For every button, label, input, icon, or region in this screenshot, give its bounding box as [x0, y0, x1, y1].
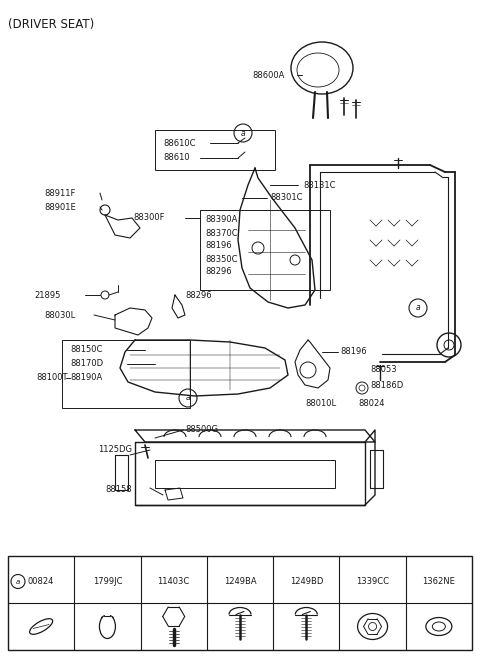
Bar — [155, 460, 335, 488]
Text: 88100T: 88100T — [36, 373, 68, 382]
Text: 88196: 88196 — [205, 241, 232, 251]
Text: 88024: 88024 — [358, 398, 384, 407]
Text: (DRIVER SEAT): (DRIVER SEAT) — [8, 18, 94, 31]
Text: 1799JC: 1799JC — [93, 577, 122, 586]
Text: 88370C: 88370C — [205, 228, 238, 237]
Text: 88911F: 88911F — [44, 188, 75, 197]
Text: 88500G: 88500G — [185, 426, 218, 434]
Text: 88600A: 88600A — [252, 70, 284, 79]
Text: 88010L: 88010L — [305, 398, 336, 407]
Text: 88196: 88196 — [340, 348, 367, 356]
Bar — [155, 130, 275, 170]
Bar — [62, 340, 190, 408]
Text: 88300F: 88300F — [133, 213, 165, 222]
Bar — [200, 210, 330, 290]
Text: 88301C: 88301C — [270, 194, 302, 203]
Text: 88350C: 88350C — [205, 255, 238, 264]
Text: 1362NE: 1362NE — [422, 577, 456, 586]
Text: 88296: 88296 — [205, 268, 232, 276]
Text: 88610C: 88610C — [163, 138, 195, 148]
Text: a: a — [240, 129, 245, 138]
Text: 88158: 88158 — [105, 485, 132, 495]
Text: 88610: 88610 — [163, 154, 190, 163]
Text: 88296: 88296 — [185, 291, 212, 300]
Text: a: a — [416, 304, 420, 312]
Text: 1125DG: 1125DG — [98, 445, 132, 455]
Text: 88150C: 88150C — [70, 346, 102, 354]
Text: 88901E: 88901E — [44, 203, 76, 211]
Text: 88186D: 88186D — [370, 380, 403, 390]
Text: 1249BD: 1249BD — [289, 577, 323, 586]
Bar — [8, 556, 472, 650]
Text: 88030L: 88030L — [44, 310, 75, 319]
Text: 00824: 00824 — [28, 577, 54, 586]
Text: 1249BA: 1249BA — [224, 577, 256, 586]
Text: 88170D: 88170D — [70, 359, 103, 369]
Text: 88131C: 88131C — [303, 180, 336, 190]
Text: 11403C: 11403C — [157, 577, 190, 586]
Text: 88190A: 88190A — [70, 373, 102, 382]
Text: 88390A: 88390A — [205, 216, 238, 224]
Text: a: a — [16, 579, 20, 584]
Text: a: a — [186, 394, 190, 403]
Text: 1339CC: 1339CC — [356, 577, 389, 586]
Text: 21895: 21895 — [34, 291, 60, 300]
Text: 88053: 88053 — [370, 365, 396, 375]
